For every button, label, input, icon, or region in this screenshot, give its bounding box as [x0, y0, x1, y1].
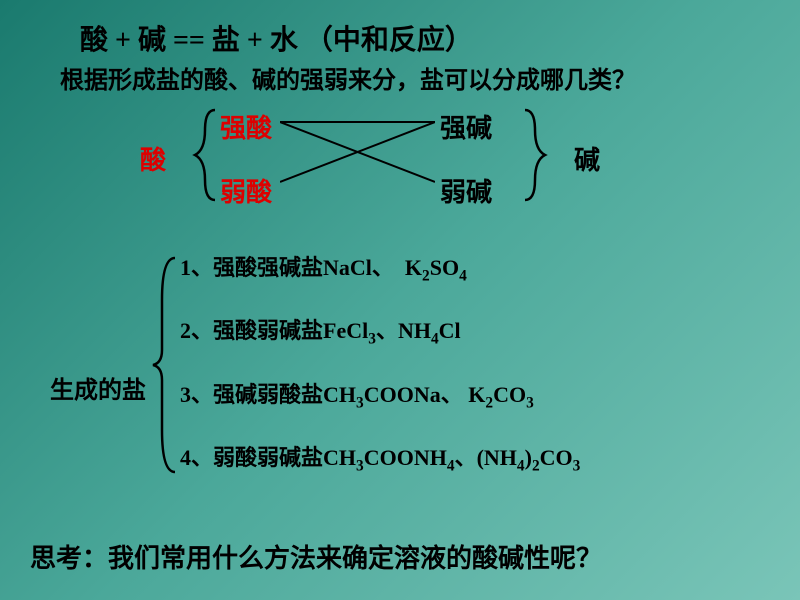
item-example: CH3COONa、	[323, 382, 463, 407]
generated-salt-label: 生成的盐	[50, 370, 146, 405]
right-brace-icon	[520, 105, 550, 205]
list-item: 3、强碱弱酸盐CH3COONa、 K2CO3	[180, 377, 580, 412]
acid-base-diagram: 酸 强酸 弱酸 强碱 弱碱 碱	[140, 100, 600, 210]
item-number: 4、	[180, 445, 213, 470]
item-example: K2CO3	[468, 382, 534, 407]
base-label: 碱	[574, 140, 600, 177]
classification-question: 根据形成盐的酸、碱的强弱来分，盐可以分成哪几类？	[60, 60, 636, 95]
left-brace-icon	[190, 105, 220, 205]
item-example: (NH4)2CO3	[477, 445, 581, 470]
item-example: K2SO4	[405, 255, 467, 280]
weak-base-label: 弱碱	[440, 172, 492, 209]
item-example: NaCl、	[323, 255, 394, 280]
strong-base-label: 强碱	[440, 108, 492, 145]
item-label: 强酸强碱盐	[213, 255, 323, 280]
item-label: 弱酸弱碱盐	[213, 445, 323, 470]
weak-acid-label: 弱酸	[220, 172, 272, 209]
item-number: 2、	[180, 318, 213, 343]
item-example: FeCl3、	[323, 318, 398, 343]
equation-title: 酸 + 碱 == 盐 + 水 （中和反应）	[80, 18, 473, 58]
salt-classification-list: 1、强酸强碱盐NaCl、 K2SO4 2、强酸弱碱盐FeCl3、NH4Cl 3、…	[180, 250, 580, 504]
salt-brace-icon	[150, 250, 180, 480]
strong-acid-label: 强酸	[220, 108, 272, 145]
item-label: 强碱弱酸盐	[213, 382, 323, 407]
item-example: CH3COONH4、	[323, 445, 477, 470]
item-number: 3、	[180, 382, 213, 407]
list-item: 2、强酸弱碱盐FeCl3、NH4Cl	[180, 313, 580, 348]
item-example: NH4Cl	[398, 318, 461, 343]
acid-label: 酸	[140, 140, 166, 177]
thinking-question: 思考：我们常用什么方法来确定溶液的酸碱性呢？	[30, 538, 602, 575]
list-item: 4、弱酸弱碱盐CH3COONH4、(NH4)2CO3	[180, 440, 580, 475]
list-item: 1、强酸强碱盐NaCl、 K2SO4	[180, 250, 580, 285]
item-number: 1、	[180, 255, 213, 280]
item-label: 强酸弱碱盐	[213, 318, 323, 343]
cross-lines	[280, 112, 435, 192]
